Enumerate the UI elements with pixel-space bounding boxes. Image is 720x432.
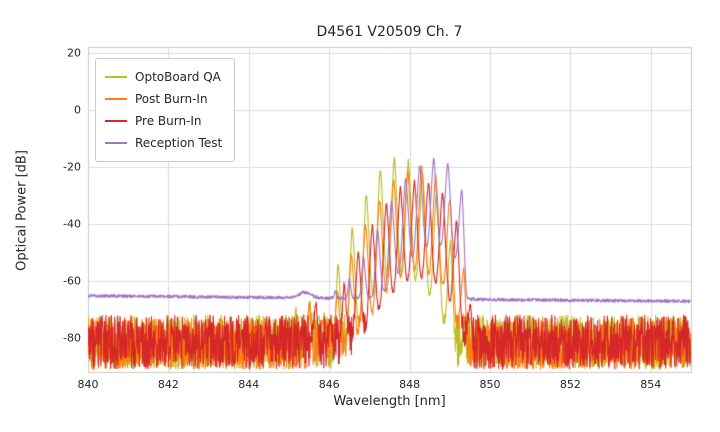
x-tick-label: 844 (238, 378, 260, 391)
legend-item-label: Pre Burn-In (135, 114, 202, 128)
legend-item-label: Post Burn-In (135, 92, 208, 106)
legend-item: Reception Test (105, 132, 222, 154)
x-tick-label: 848 (399, 378, 421, 391)
legend: OptoBoard QA Post Burn-In Pre Burn-In Recep… (95, 58, 236, 162)
legend-line-swatch (105, 98, 127, 100)
legend-line-swatch (105, 142, 127, 144)
x-tick-label: 840 (77, 378, 99, 391)
y-tick-label: -80 (63, 331, 81, 345)
legend-item: Post Burn-In (105, 88, 222, 110)
legend-line-swatch (105, 120, 127, 122)
x-tick-label: 846 (318, 378, 340, 391)
legend-item: OptoBoard QA (105, 66, 222, 88)
x-tick-label: 842 (157, 378, 179, 391)
legend-item-label: OptoBoard QA (135, 70, 221, 84)
chart-title: D4561 V20509 Ch. 7 (316, 24, 463, 40)
legend-item: Pre Burn-In (105, 110, 222, 132)
x-axis-label: Wavelength [nm] (333, 394, 446, 409)
legend-line-swatch (105, 76, 127, 78)
x-tick-label: 852 (559, 378, 581, 391)
y-axis-label: Optical Power [dB] (14, 150, 30, 271)
y-tick-label: -40 (63, 217, 81, 231)
legend-item-label: Reception Test (135, 136, 223, 150)
y-tick-label: 0 (74, 103, 81, 117)
x-tick-label: 854 (640, 378, 662, 391)
x-tick-label: 850 (479, 378, 501, 391)
y-tick-label: 20 (67, 46, 81, 60)
y-tick-label: -60 (63, 274, 81, 288)
y-tick-label: -20 (63, 160, 81, 174)
